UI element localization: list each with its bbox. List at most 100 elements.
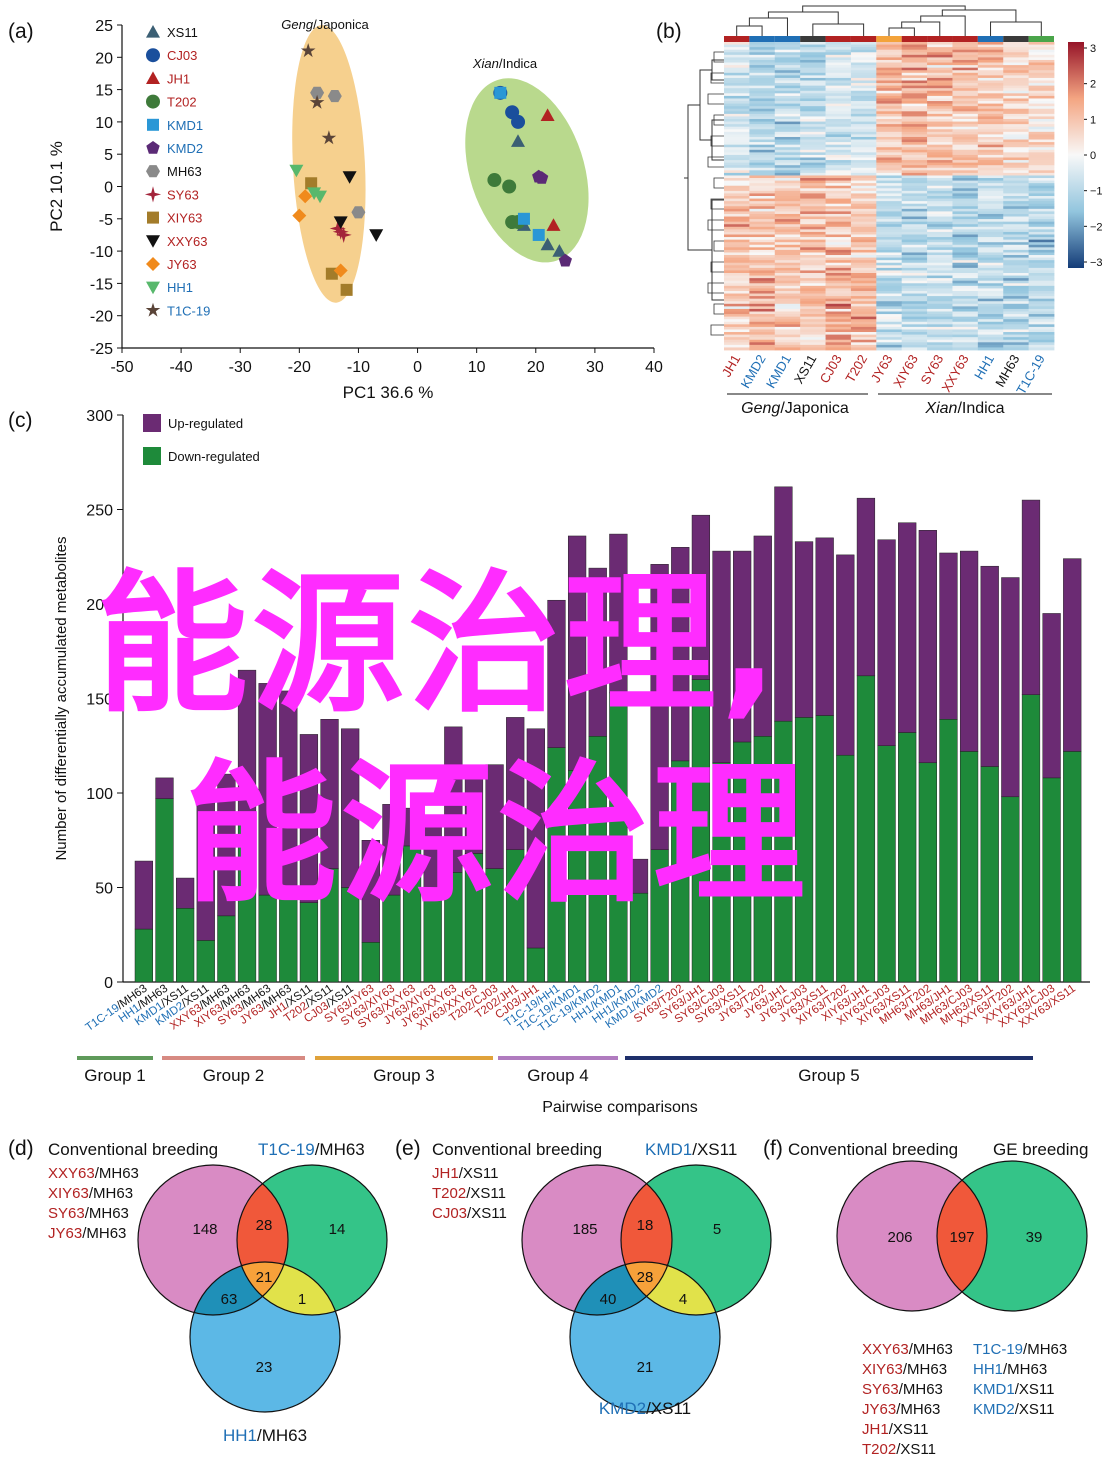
heatmap-cell [952, 265, 979, 269]
heatmap-cell [774, 198, 801, 202]
heatmap-cell [800, 324, 826, 328]
heatmap-cell [876, 129, 903, 133]
heatmap-column-label-cj03: CJ03 [817, 352, 845, 386]
legend-label-down: Down-regulated [168, 449, 260, 464]
heatmap-cell [901, 124, 928, 128]
heatmap-cell [952, 77, 979, 81]
heatmap-cell [1028, 121, 1055, 125]
heatmap-cell [927, 221, 953, 225]
heatmap-cell [724, 103, 750, 107]
heatmap-cell [774, 293, 801, 297]
heatmap-cell [952, 95, 979, 99]
heatmap-cell [850, 147, 877, 151]
column-annotation-bar [774, 36, 801, 42]
row-dendrogram-branch [710, 198, 724, 210]
column-annotation-bar [876, 36, 902, 42]
heatmap-cell [825, 229, 852, 233]
heatmap-cell [825, 75, 852, 79]
heatmap-cell [1028, 201, 1055, 205]
heatmap-cell [774, 280, 801, 284]
heatmap-cell [850, 203, 877, 207]
heatmap-cell [952, 337, 979, 341]
heatmap-cell [876, 95, 903, 99]
bar-down-regulated [671, 760, 690, 983]
heatmap-cell [825, 42, 852, 45]
heatmap-cell [876, 98, 903, 102]
heatmap-cell [876, 216, 903, 220]
heatmap-cell [825, 224, 852, 228]
venn-count-ab: 18 [637, 1217, 654, 1234]
heatmap-cell [901, 234, 928, 238]
heatmap-cell [927, 234, 953, 238]
heatmap-cell [927, 59, 953, 63]
heatmap-cell [901, 311, 928, 315]
heatmap-cell [927, 267, 953, 271]
legend-marker-mh63 [146, 165, 160, 178]
heatmap-cell [1003, 44, 1030, 48]
heatmap-cell [901, 257, 928, 261]
heatmap-cell [825, 290, 852, 294]
heatmap-cell [774, 42, 801, 45]
heatmap-cell [927, 247, 953, 251]
y-tick-label: 0 [104, 975, 113, 992]
heatmap-cell [800, 83, 826, 87]
heatmap-cell [927, 70, 953, 74]
heatmap-cell [724, 136, 750, 140]
heatmap-cell [1028, 347, 1055, 351]
venn-e-list-item-part-1: /XS11 [459, 1165, 499, 1182]
heatmap-cell [724, 324, 750, 328]
heatmap-cell [876, 75, 903, 79]
venn-d-list-item: JY63/MH63 [48, 1225, 126, 1242]
data-point-kmd2 [558, 253, 572, 267]
heatmap-cell [850, 90, 877, 94]
heatmap-cell [901, 283, 928, 287]
heatmap-cell [800, 126, 826, 130]
heatmap-cell [876, 344, 903, 348]
heatmap-cell [927, 180, 953, 184]
venn-f-list-left-item-part-1: /MH63 [909, 1341, 953, 1358]
venn-f-outline-a [836, 1160, 988, 1312]
column-annotation-bar [1028, 36, 1054, 42]
heatmap-cell [800, 188, 826, 192]
heatmap-cell [1028, 326, 1055, 330]
heatmap-cell [927, 308, 953, 312]
heatmap-cell [850, 136, 877, 140]
heatmap-cell [724, 339, 750, 343]
venn-d-bottom-label: HH1/MH63 [223, 1426, 307, 1445]
heatmap-cell [1028, 59, 1055, 63]
bar-up-regulated [176, 877, 195, 909]
heatmap-cell [825, 265, 852, 269]
heatmap-cell [952, 321, 979, 325]
bar-up-regulated [485, 764, 504, 869]
heatmap-cell [1028, 160, 1055, 164]
heatmap-cell [724, 265, 750, 269]
heatmap-cell [977, 285, 1004, 289]
heatmap-cell [876, 119, 903, 122]
heatmap-cell [1028, 344, 1055, 348]
heatmap-cell [850, 298, 877, 302]
heatmap-cell [749, 95, 776, 99]
colorbar [1068, 42, 1084, 268]
heatmap-cell [825, 196, 852, 199]
heatmap-cell [749, 298, 776, 302]
data-point-sy63 [332, 223, 349, 240]
heatmap-cell [749, 308, 776, 312]
heatmap-cell [952, 72, 979, 76]
heatmap-cell [927, 44, 953, 48]
heatmap-cell [901, 154, 928, 158]
heatmap-cell [952, 306, 979, 310]
heatmap-cell [1003, 54, 1030, 58]
heatmap-cell [850, 124, 877, 128]
legend-marker-kmd2 [146, 141, 160, 154]
heatmap-cell [1003, 172, 1030, 176]
heatmap-cell [901, 196, 928, 199]
heatmap-cell [977, 83, 1004, 87]
heatmap-cell [850, 257, 877, 261]
heatmap-cell [774, 306, 801, 310]
heatmap-cell [1028, 106, 1055, 110]
heatmap-cell [952, 136, 979, 140]
legend-label-xs11: XS11 [167, 25, 198, 40]
heatmap-cell [800, 72, 826, 76]
row-dendrogram-branch [710, 261, 724, 273]
heatmap-cell [825, 147, 852, 151]
